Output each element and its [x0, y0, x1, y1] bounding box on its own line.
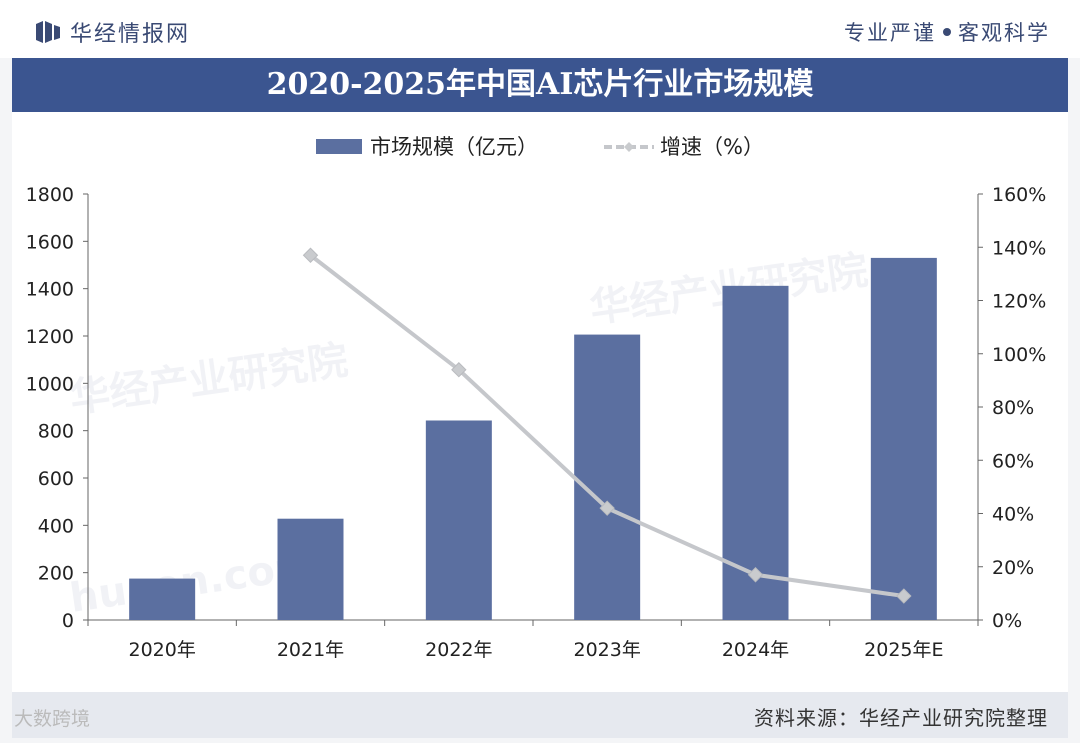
x-tick-label: 2021年: [277, 639, 344, 661]
legend-line-label: 增速（%）: [660, 135, 764, 159]
bar: [870, 257, 937, 620]
bar: [129, 578, 196, 620]
left-tick-label: 1200: [26, 326, 74, 348]
brand-logo-icon: [36, 21, 60, 43]
left-tick-label: 400: [38, 515, 74, 537]
right-tick-label: 120%: [992, 291, 1046, 313]
slogan: 专业严谨 客观科学: [844, 17, 1050, 47]
slogan-right: 客观科学: [958, 21, 1050, 45]
left-tick-label: 1600: [26, 231, 74, 253]
left-tick-label: 800: [38, 421, 74, 443]
legend-line-marker: [624, 142, 634, 152]
legend-bar-label: 市场规模（亿元）: [370, 135, 538, 159]
right-tick-label: 80%: [992, 397, 1034, 419]
growth-point: [896, 588, 912, 604]
right-tick-label: 40%: [992, 504, 1034, 526]
right-tick-label: 100%: [992, 344, 1046, 366]
chart-panel: 华经产业研究院华经产业研究院huaon.com市场规模（亿元）增速（%）0200…: [12, 112, 1068, 692]
corner-watermark: 大数跨境: [14, 708, 91, 730]
right-tick-label: 160%: [992, 184, 1046, 206]
watermark-text: 华经产业研究院: [67, 337, 351, 422]
x-tick-label: 2020年: [128, 639, 195, 661]
left-tick-label: 0: [62, 610, 74, 632]
source-note: 资料来源：华经产业研究院整理: [754, 706, 1048, 730]
right-tick-label: 60%: [992, 450, 1034, 472]
x-tick-label: 2023年: [573, 639, 640, 661]
slogan-left: 专业严谨: [844, 21, 936, 45]
left-tick-label: 200: [38, 563, 74, 585]
x-tick-label: 2022年: [425, 639, 492, 661]
left-tick-label: 1800: [26, 184, 74, 206]
separator-dot-icon: [943, 28, 951, 36]
chart-canvas: 华经产业研究院华经产业研究院huaon.com市场规模（亿元）增速（%）0200…: [26, 135, 1047, 661]
bar: [425, 420, 492, 620]
footer-bar: 大数跨境 资料来源：华经产业研究院整理: [12, 692, 1068, 738]
left-tick-label: 600: [38, 468, 74, 490]
legend-bar-swatch: [316, 139, 362, 154]
left-tick-label: 1000: [26, 373, 74, 395]
growth-point: [599, 500, 615, 516]
right-tick-label: 140%: [992, 237, 1046, 259]
growth-point: [747, 567, 764, 583]
right-tick-label: 20%: [992, 557, 1034, 579]
growth-point: [302, 247, 319, 263]
growth-point: [451, 362, 467, 378]
chart-title: 2020-2025年中国AI芯片行业市场规模: [12, 58, 1068, 112]
bar: [574, 334, 641, 620]
right-tick-label: 0%: [992, 610, 1022, 632]
x-tick-label: 2024年: [722, 639, 789, 661]
x-tick-label: 2025年E: [864, 639, 943, 661]
left-tick-label: 1400: [26, 279, 74, 301]
bar: [277, 518, 344, 620]
brand-name: 华经情报网: [70, 22, 191, 47]
header-bar: 华经情报网 专业严谨 客观科学: [0, 0, 1080, 58]
